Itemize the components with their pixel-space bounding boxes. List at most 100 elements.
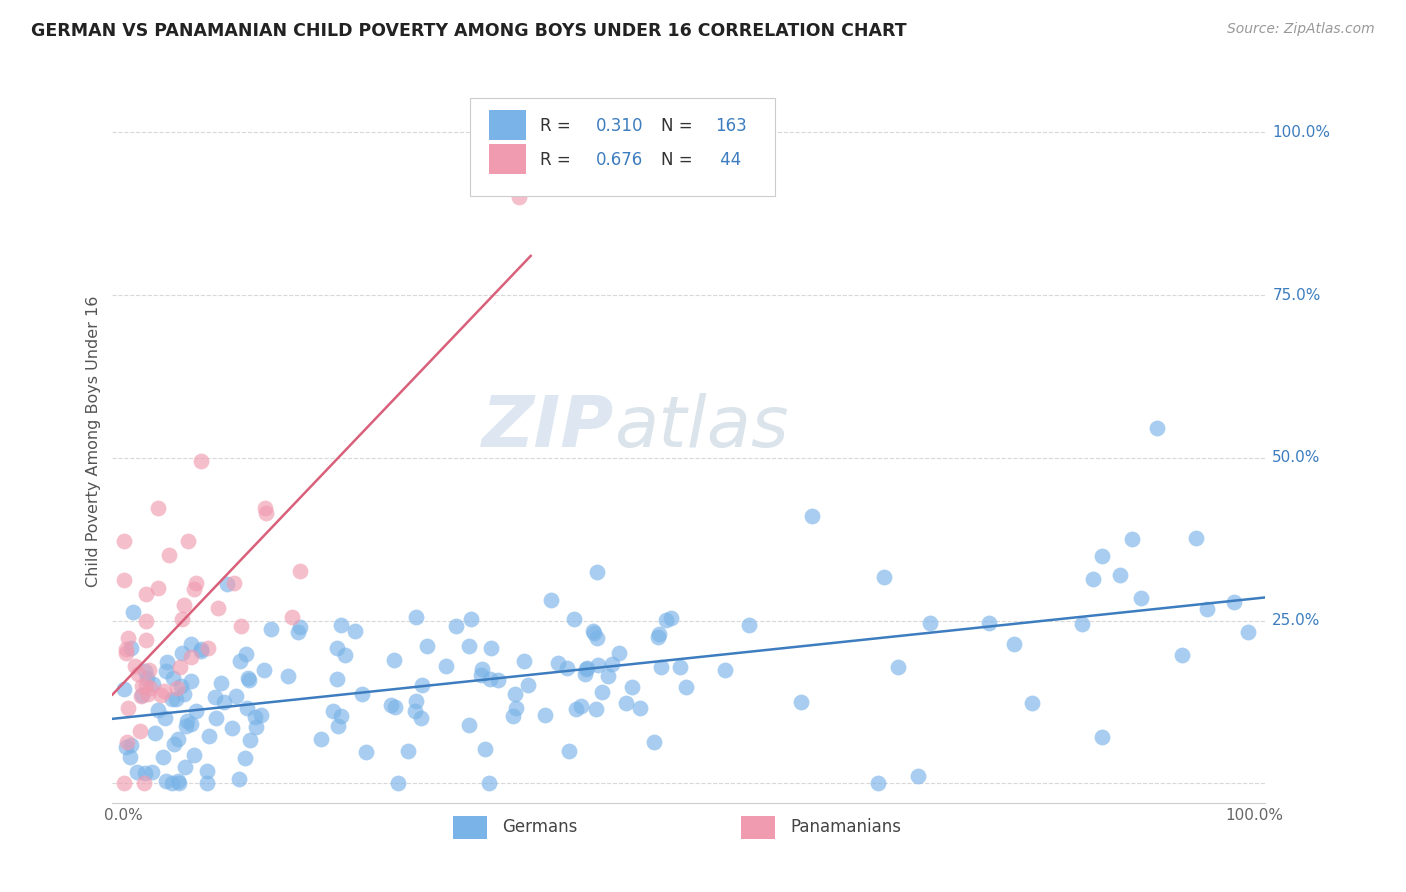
Text: Panamanians: Panamanians — [790, 818, 901, 836]
Point — [134, 665, 156, 679]
Point — [555, 661, 578, 675]
FancyBboxPatch shape — [741, 816, 776, 838]
Point — [1091, 549, 1114, 563]
Point — [172, 647, 194, 661]
Point — [547, 656, 569, 670]
Point — [146, 501, 169, 516]
Point — [120, 739, 142, 753]
Point — [534, 708, 557, 723]
Point — [1121, 533, 1143, 547]
Text: N =: N = — [661, 151, 699, 169]
Text: 75.0%: 75.0% — [1272, 287, 1320, 302]
Point — [354, 745, 377, 759]
Point — [1109, 568, 1132, 582]
Point — [112, 533, 135, 548]
Point — [173, 760, 195, 774]
Point — [281, 610, 304, 624]
Point — [479, 641, 502, 656]
Point — [288, 620, 311, 634]
Point — [508, 190, 530, 204]
Point — [478, 776, 501, 790]
Point — [586, 657, 609, 672]
Point — [162, 672, 184, 686]
Point — [238, 673, 260, 687]
Point — [135, 633, 157, 648]
Point — [114, 641, 136, 656]
Point — [569, 699, 592, 714]
Point — [887, 660, 910, 674]
Point — [124, 659, 146, 673]
Point — [125, 764, 148, 779]
Point — [478, 672, 501, 686]
Point — [1021, 696, 1043, 710]
Point — [245, 720, 267, 734]
Point — [669, 659, 692, 673]
Point — [222, 575, 245, 590]
Point — [135, 678, 157, 692]
Point — [1129, 591, 1152, 606]
Point — [160, 692, 183, 706]
Point — [131, 679, 153, 693]
Point — [183, 582, 205, 597]
Point — [1083, 572, 1105, 586]
Point — [607, 646, 630, 660]
Point — [229, 619, 252, 633]
Point — [139, 681, 162, 695]
Point — [135, 587, 157, 601]
Point — [404, 704, 426, 718]
Point — [512, 654, 534, 668]
Point — [152, 750, 174, 764]
Point — [170, 679, 193, 693]
Point — [173, 599, 195, 613]
Point — [1146, 420, 1168, 434]
Point — [614, 697, 637, 711]
Point — [486, 673, 509, 687]
Point — [659, 611, 682, 625]
Point — [405, 609, 427, 624]
Point — [215, 577, 238, 591]
Point — [643, 734, 665, 748]
Point — [1070, 616, 1092, 631]
Point — [647, 631, 669, 645]
Point — [180, 717, 202, 731]
Text: 44: 44 — [716, 151, 742, 169]
Point — [228, 772, 250, 787]
Point — [866, 776, 889, 790]
Point — [235, 750, 257, 764]
Point — [204, 690, 226, 704]
Point — [502, 709, 524, 723]
Point — [129, 690, 152, 704]
Point — [416, 640, 439, 654]
Point — [236, 701, 259, 715]
Point — [115, 739, 138, 754]
Point — [714, 663, 737, 677]
Point — [136, 687, 159, 701]
Point — [153, 684, 176, 698]
Point — [474, 741, 496, 756]
Point — [396, 744, 419, 758]
Point — [411, 678, 433, 692]
Point — [221, 722, 243, 736]
Text: 50.0%: 50.0% — [1272, 450, 1320, 466]
Point — [117, 701, 139, 715]
Point — [176, 714, 198, 728]
Point — [516, 678, 538, 692]
Point — [155, 664, 177, 678]
Text: 0.310: 0.310 — [596, 117, 643, 135]
Text: Germans: Germans — [502, 818, 578, 836]
Point — [157, 549, 180, 563]
Point — [582, 624, 605, 639]
Point — [165, 692, 187, 706]
Point — [558, 744, 581, 758]
Point — [1171, 648, 1194, 662]
Point — [134, 766, 156, 780]
Point — [149, 688, 172, 702]
Point — [326, 641, 349, 656]
Point — [260, 622, 283, 636]
Point — [576, 661, 599, 675]
Point — [195, 776, 218, 790]
Point — [505, 700, 527, 714]
Point — [162, 776, 184, 790]
Point — [195, 764, 218, 779]
Point — [190, 454, 212, 468]
